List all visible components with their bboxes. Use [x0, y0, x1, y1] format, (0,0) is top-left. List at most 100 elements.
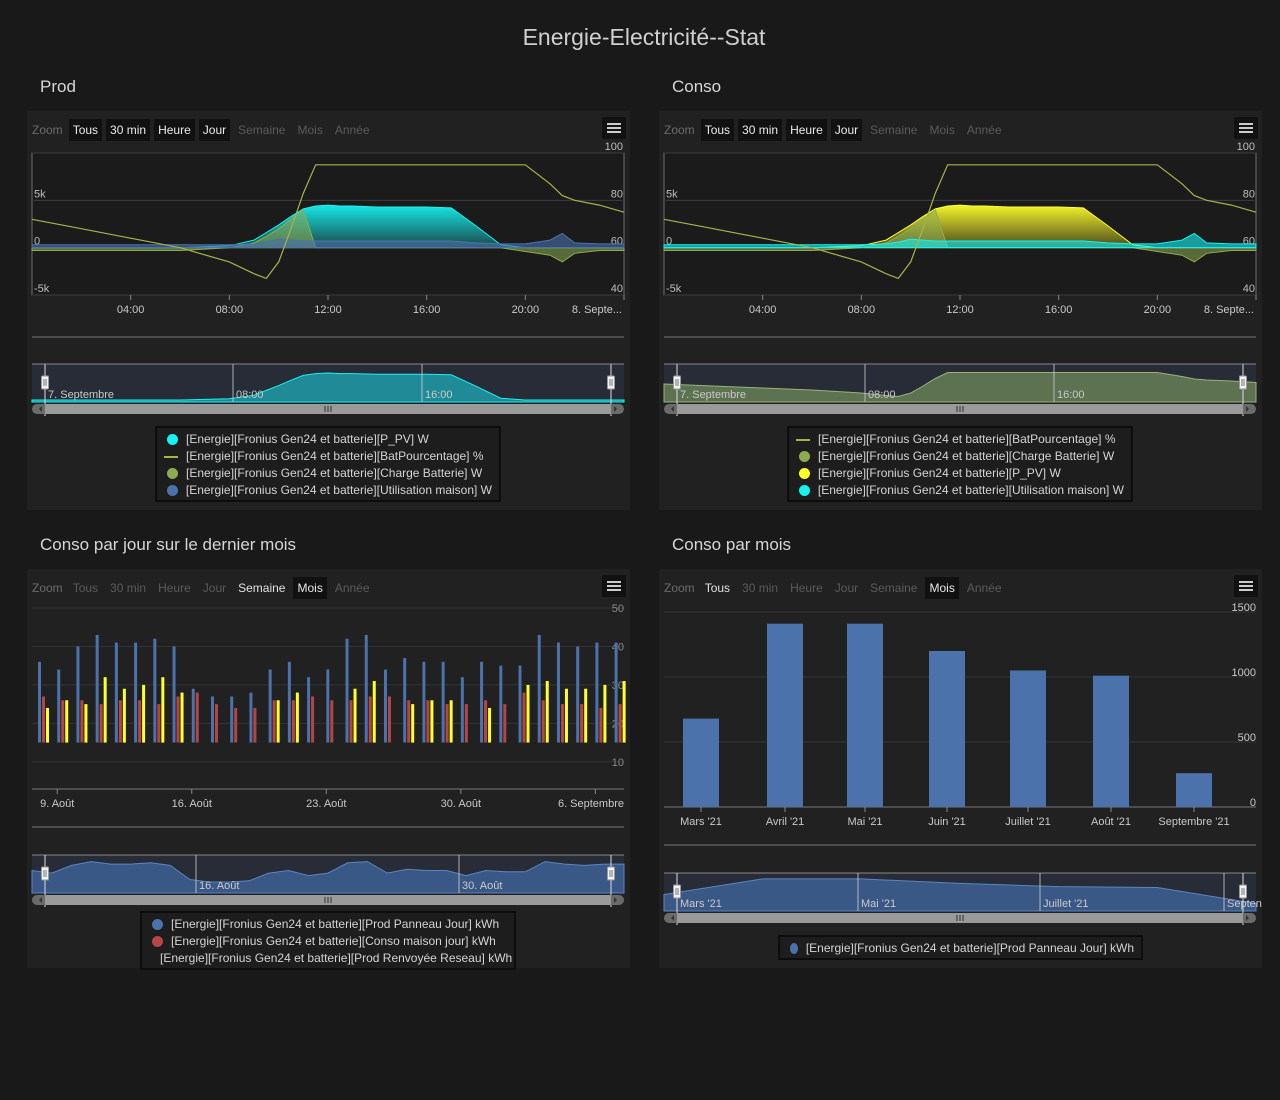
- navigator: Mars '21 Mai '21 Juillet '21 Septen: [663, 872, 1262, 925]
- zoom-button-heure[interactable]: Heure: [154, 119, 195, 141]
- legend-dot-icon: [152, 936, 163, 947]
- zoom-button-tous[interactable]: Tous: [72, 581, 99, 595]
- y-right-tick-label: 50: [612, 603, 624, 615]
- zoom-button-tous[interactable]: Tous: [700, 119, 735, 141]
- bar-prod-panneau: [172, 646, 176, 743]
- zoom-button-30-min[interactable]: 30 min: [110, 581, 147, 595]
- zoom-button-heure[interactable]: Heure: [790, 581, 823, 595]
- bar-prod-panneau: [134, 642, 138, 743]
- legend-item[interactable]: [Energie][Fronius Gen24 et batterie][Bat…: [796, 431, 1124, 448]
- bar-prod-panneau: [847, 623, 883, 807]
- bar-conso-maison: [426, 700, 430, 743]
- legend-dot-icon: [152, 919, 163, 930]
- legend-item-label: [Energie][Fronius Gen24 et batterie][Cha…: [186, 466, 483, 480]
- zoom-button-jour[interactable]: Jour: [202, 581, 227, 595]
- bar-prod-panneau: [230, 696, 234, 743]
- x-tick-label: Mars '21: [680, 816, 722, 828]
- chart-panel-conso-par-mois: Zoom Tous 30 min Heure Jour Semaine Mois Année 1…: [659, 569, 1262, 968]
- bar-prod-panneau: [364, 634, 368, 743]
- hamburger-menu-icon[interactable]: [602, 117, 626, 139]
- hamburger-menu-icon[interactable]: [1234, 117, 1258, 139]
- legend-item[interactable]: [Energie][Fronius Gen24 et batterie][Pro…: [149, 916, 507, 933]
- bar-prod-panneau: [383, 669, 387, 743]
- bar-prod-renvoyee: [65, 700, 69, 743]
- range-selector: Zoom Tous 30 min Heure Jour Semaine Mois Année: [27, 119, 378, 141]
- bar-prod-panneau: [326, 669, 330, 743]
- bar-prod-renvoyee: [353, 688, 357, 743]
- series-bat-pourcentage-line: [663, 164, 1257, 280]
- y-right-tick-label: 20: [612, 718, 624, 730]
- bar-prod-renvoyee: [180, 692, 184, 743]
- x-tick-label: 20:00: [1144, 304, 1172, 316]
- bar-conso-maison: [253, 707, 257, 743]
- bar-prod-panneau: [57, 669, 61, 743]
- navigator-handle-right[interactable]: [1239, 873, 1247, 925]
- legend-item[interactable]: [Energie][Fronius Gen24 et batterie][Cha…: [164, 465, 492, 482]
- navigator-label: 16:00: [1057, 389, 1085, 401]
- x-tick-label: Septembre '21: [1158, 816, 1229, 828]
- zoom-button-30-min[interactable]: 30 min: [742, 581, 779, 595]
- zoom-button-jour[interactable]: Jour: [198, 119, 231, 141]
- line-chart: 04:00 08:00 12:00 16:00 20:00 8. Septe... 5k 0 -…: [663, 141, 1257, 416]
- navigator-handle-left[interactable]: [41, 855, 49, 907]
- zoom-button-semaine[interactable]: Semaine: [870, 581, 918, 595]
- zoom-button-mois[interactable]: Mois: [929, 123, 955, 137]
- bar-conso-maison: [195, 692, 199, 743]
- hamburger-menu-icon[interactable]: [602, 575, 626, 597]
- legend-item[interactable]: [Energie][Fronius Gen24 et batterie][Con…: [149, 933, 507, 950]
- zoom-button-30-min[interactable]: 30 min: [106, 119, 151, 141]
- bar-prod-renvoyee: [142, 684, 146, 743]
- y-right-tick-label: 40: [612, 641, 624, 653]
- legend-item[interactable]: [Energie][Fronius Gen24 et batterie][Cha…: [796, 448, 1124, 465]
- x-tick-label: 12:00: [946, 304, 974, 316]
- zoom-button-jour[interactable]: Jour: [834, 581, 859, 595]
- navigator-label: 16. Août: [199, 880, 239, 892]
- zoom-button-jour[interactable]: Jour: [830, 119, 863, 141]
- navigator-handle-right[interactable]: [607, 855, 615, 907]
- zoom-button-année[interactable]: Année: [334, 581, 370, 595]
- navigator-scrollbar[interactable]: [32, 404, 624, 414]
- y-left-tick-label: 5k: [34, 188, 46, 200]
- zoom-button-heure[interactable]: Heure: [158, 581, 191, 595]
- bar-conso-maison: [522, 692, 526, 743]
- x-tick-label: 8. Septe...: [1204, 304, 1254, 316]
- legend-item[interactable]: [Energie][Fronius Gen24 et batterie][Uti…: [164, 482, 492, 499]
- legend-item[interactable]: [Energie][Fronius Gen24 et batterie][Pro…: [149, 950, 512, 967]
- y-right-tick-label: 40: [611, 283, 623, 295]
- bar-prod-panneau: [76, 646, 80, 743]
- zoom-button-mois[interactable]: Mois: [293, 577, 327, 599]
- bar-prod-panneau: [287, 661, 291, 743]
- zoom-button-30-min[interactable]: 30 min: [738, 119, 783, 141]
- legend-line-icon: [164, 455, 178, 458]
- zoom-button-heure[interactable]: Heure: [786, 119, 827, 141]
- zoom-button-tous[interactable]: Tous: [704, 581, 731, 595]
- navigator-label: 08:00: [868, 389, 896, 401]
- zoom-label: Zoom: [32, 123, 63, 137]
- x-tick-label: 8. Septe...: [572, 304, 622, 316]
- x-tick-label: 12:00: [314, 304, 342, 316]
- navigator-scrollbar[interactable]: [664, 404, 1256, 414]
- zoom-button-semaine[interactable]: Semaine: [870, 123, 918, 137]
- navigator-scrollbar[interactable]: [32, 895, 624, 905]
- legend-item[interactable]: [Energie][Fronius Gen24 et batterie][Pro…: [787, 940, 1134, 957]
- zoom-button-année[interactable]: Année: [966, 123, 1002, 137]
- navigator-scrollbar[interactable]: [664, 913, 1256, 923]
- zoom-button-tous[interactable]: Tous: [68, 119, 103, 141]
- bar-prod-panneau: [191, 688, 195, 743]
- zoom-button-année[interactable]: Année: [334, 123, 370, 137]
- hamburger-menu-icon[interactable]: [1234, 575, 1258, 597]
- legend-item[interactable]: [Energie][Fronius Gen24 et batterie][Uti…: [796, 482, 1124, 499]
- zoom-button-année[interactable]: Année: [966, 581, 1002, 595]
- zoom-button-semaine[interactable]: Semaine: [238, 123, 286, 137]
- zoom-button-mois[interactable]: Mois: [925, 577, 959, 599]
- bar-conso-maison: [157, 704, 161, 743]
- zoom-button-mois[interactable]: Mois: [297, 123, 323, 137]
- bar-conso-maison: [599, 707, 603, 743]
- zoom-button-semaine[interactable]: Semaine: [238, 581, 286, 595]
- legend-item[interactable]: [Energie][Fronius Gen24 et batterie][Bat…: [164, 448, 492, 465]
- x-tick-label: 04:00: [117, 304, 145, 316]
- x-tick-label: 6. Septembre: [558, 798, 624, 810]
- legend-item[interactable]: [Energie][Fronius Gen24 et batterie][P_P…: [164, 431, 492, 448]
- bar-prod-panneau: [114, 642, 118, 743]
- legend-item[interactable]: [Energie][Fronius Gen24 et batterie][P_P…: [796, 465, 1124, 482]
